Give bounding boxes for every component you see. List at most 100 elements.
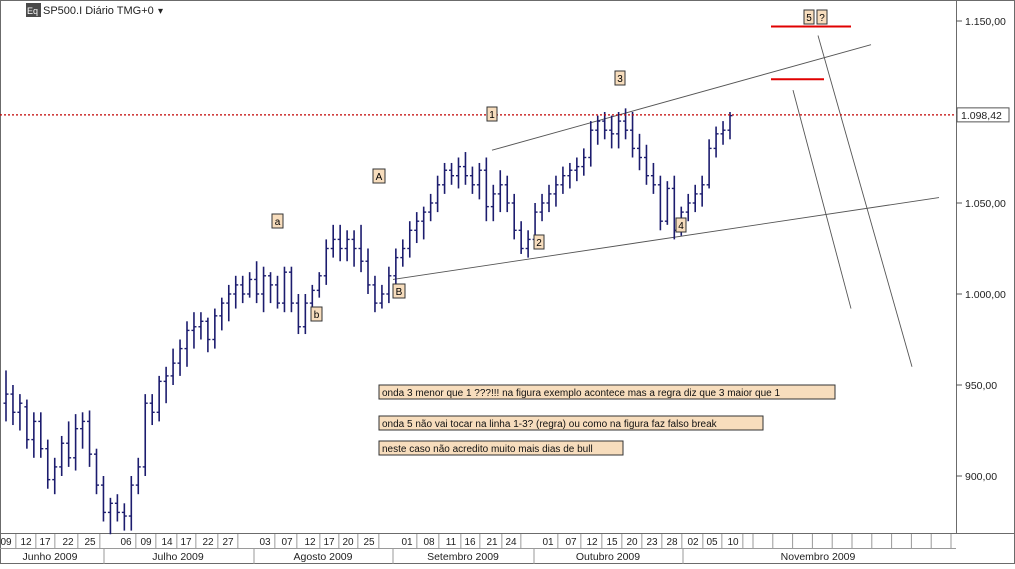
ohlc-bar [588,121,594,167]
wave-label-b[interactable]: b [310,306,323,322]
ohlc-bar [706,139,712,189]
wave-label-B[interactable]: B [392,283,406,299]
wave-label-1[interactable]: 1 [486,106,498,122]
ohlc-bar [205,317,211,353]
wave-label-2[interactable]: 2 [533,234,545,250]
x-day-label: 22 [202,537,214,548]
ohlc-bar [80,412,86,449]
ohlc-bar [184,321,190,367]
ohlc-bar [664,181,670,225]
ohlc-bar [727,112,733,140]
trendline[interactable] [817,35,913,367]
ohlc-bar [699,175,705,207]
ohlc-bar [442,162,448,194]
ohlc-bar [393,248,399,285]
trendlines [392,25,940,367]
x-day-label: 25 [84,537,96,548]
x-day-label: 12 [586,537,598,548]
wave-label-5[interactable]: 5 [803,9,815,25]
ohlc-bar [268,272,274,304]
wave-label-question[interactable]: ? [816,9,828,25]
ohlc-bar [469,166,475,194]
ohlc-bar [337,224,343,262]
ohlc-bar [316,272,322,298]
ohlc-bar [379,284,385,309]
x-day-label: 21 [486,537,498,548]
svg-text:onda 3 menor que 1 ???!!! na f: onda 3 menor que 1 ???!!! na figura exem… [382,388,780,399]
annotation-notes: onda 3 menor que 1 ???!!! na figura exem… [378,384,836,456]
ohlc-series [3,108,733,535]
wave-label-a[interactable]: a [271,213,284,229]
ohlc-bar [288,266,294,313]
annotation-note-2[interactable]: onda 5 não vai tocar na linha 1-3? (regr… [378,415,764,431]
ohlc-bar [121,503,127,531]
svg-text:1: 1 [489,110,495,121]
ohlc-bar [713,126,719,158]
y-tick-label: 900,00 [965,471,997,483]
ohlc-bar [275,275,280,309]
x-day-label: 11 [446,537,457,548]
x-axis: 09 12 17 22 25 06 09 14 17 22 27 03 07 12 17 20 25 01 08 11… [0,534,952,564]
ohlc-bar [657,175,663,231]
ohlc-bar [421,206,427,240]
annotation-note-1[interactable]: onda 3 menor que 1 ???!!! na figura exem… [378,384,836,400]
symbol-icon [26,3,41,17]
x-day-label: 10 [727,537,739,548]
ohlc-bar [177,339,183,376]
x-day-label: 24 [505,537,517,548]
ohlc-bar [128,476,134,531]
wave-label-A[interactable]: A [372,168,386,184]
trendline[interactable] [392,197,940,280]
ohlc-bar [247,272,253,298]
x-month-label: Julho 2009 [152,551,204,563]
x-day-label: 03 [259,537,271,548]
ohlc-bar [24,399,30,449]
ohlc-bar [261,266,267,313]
ohlc-bar [504,175,510,213]
x-day-label: 07 [565,537,577,548]
x-day-label: 22 [62,537,74,548]
ohlc-bar [163,366,169,404]
x-month-label: Novembro 2009 [781,551,856,563]
ohlc-bar [476,162,482,200]
ohlc-bar [449,162,455,185]
ohlc-bar [31,412,37,458]
ohlc-bar [358,224,364,273]
ohlc-bar [351,230,357,267]
trendline[interactable] [491,44,872,151]
x-day-label: 07 [281,537,293,548]
svg-text:2: 2 [536,238,542,249]
ohlc-bar [560,166,566,194]
svg-text:neste caso não acredito muito: neste caso não acredito muito mais dias … [382,444,593,455]
ohlc-bar [240,275,246,304]
chevron-down-icon[interactable]: ▾ [158,6,163,17]
wave-labels: 1 3 5 ? A a b B [271,9,828,322]
ohlc-bar [156,375,162,422]
current-price-value: 1.098,42 [961,110,1002,122]
annotation-note-3[interactable]: neste caso não acredito muito mais dias … [378,440,624,456]
ohlc-bar [344,230,350,262]
x-day-label: 15 [606,537,618,548]
ohlc-bar [73,414,79,471]
ohlc-bar [609,115,615,149]
ohlc-bar [94,448,99,495]
x-day-label: 17 [39,537,51,548]
ohlc-bar [574,157,580,182]
symbol-header[interactable]: Eq SP500.I Diário TMG+0 ▾ [26,3,163,17]
wave-label-3[interactable]: 3 [614,70,626,86]
x-day-label: 17 [180,537,192,548]
ohlc-bar [17,394,23,431]
x-day-label: 17 [323,537,335,548]
ohlc-bar [595,115,601,145]
ohlc-bar [87,410,93,467]
x-day-label: 28 [666,537,678,548]
ohlc-bar [170,348,176,385]
x-day-label: 08 [423,537,435,548]
svg-text:3: 3 [617,74,623,85]
ohlc-bar [135,457,141,495]
wave-label-4[interactable]: 4 [675,217,687,233]
trendline[interactable] [792,90,852,309]
